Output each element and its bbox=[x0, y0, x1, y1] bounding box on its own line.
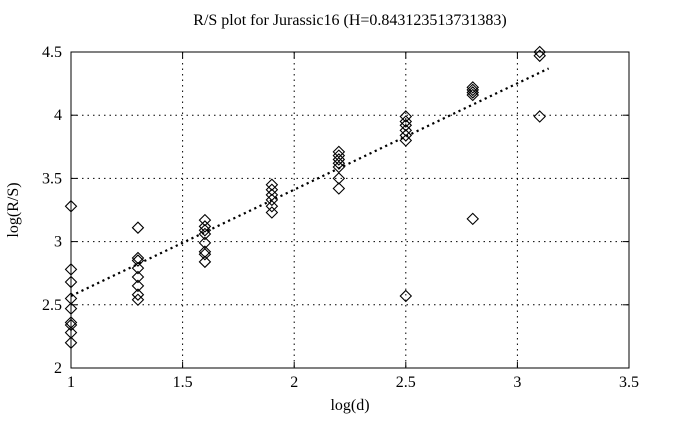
x-tick-label: 2.5 bbox=[396, 374, 416, 391]
y-tick-label: 4 bbox=[54, 107, 62, 124]
data-point-marker bbox=[533, 45, 546, 59]
x-axis-label: log(d) bbox=[330, 397, 369, 414]
data-point-marker bbox=[64, 302, 78, 315]
data-point-marker bbox=[332, 156, 346, 170]
data-point-marker bbox=[64, 263, 78, 276]
data-point-marker bbox=[64, 326, 78, 339]
data-point-marker bbox=[399, 110, 413, 123]
data-point-marker bbox=[265, 199, 279, 213]
data-point-marker bbox=[64, 336, 78, 349]
data-point-marker bbox=[198, 255, 212, 269]
data-point-marker bbox=[198, 245, 212, 258]
data-point-marker bbox=[399, 119, 413, 132]
data-point-marker bbox=[265, 193, 279, 207]
trend-line bbox=[70, 67, 550, 297]
data-point-marker bbox=[265, 178, 279, 191]
data-point-marker bbox=[64, 316, 78, 329]
data-point-marker bbox=[466, 83, 480, 97]
data-point-marker bbox=[64, 275, 78, 289]
data-point-marker bbox=[198, 220, 212, 233]
data-point-marker bbox=[533, 110, 546, 123]
data-point-marker bbox=[265, 183, 279, 197]
x-tick-label: 3 bbox=[513, 374, 521, 391]
x-tick-label: 3.5 bbox=[619, 374, 639, 391]
x-tick-label: 1 bbox=[67, 374, 75, 391]
data-point-marker bbox=[466, 86, 480, 99]
data-point-marker bbox=[399, 129, 413, 142]
data-point-marker bbox=[332, 153, 346, 166]
data-point-marker bbox=[131, 221, 145, 234]
x-tick-label: 1.5 bbox=[173, 374, 193, 391]
data-point-marker bbox=[198, 213, 212, 227]
data-point-marker bbox=[265, 206, 279, 219]
data-point-marker bbox=[131, 261, 145, 275]
y-axis-label: log(R/S) bbox=[5, 182, 22, 237]
data-point-marker bbox=[332, 172, 346, 185]
data-point-marker bbox=[332, 145, 346, 159]
data-point-marker bbox=[64, 318, 78, 332]
y-tick-label: 2.5 bbox=[42, 297, 62, 314]
data-point-marker bbox=[198, 223, 212, 237]
data-points bbox=[64, 45, 546, 349]
data-point-marker bbox=[399, 289, 413, 303]
plot-border bbox=[70, 51, 630, 369]
data-point-marker bbox=[131, 288, 145, 301]
data-point-marker bbox=[198, 227, 212, 241]
data-point-marker bbox=[131, 270, 145, 284]
grid bbox=[71, 52, 629, 368]
data-point-marker bbox=[399, 124, 413, 137]
data-point-marker bbox=[399, 115, 413, 128]
data-point-marker bbox=[64, 199, 78, 213]
data-point-marker bbox=[131, 251, 145, 265]
data-point-marker bbox=[399, 134, 413, 147]
data-point-marker bbox=[332, 149, 346, 162]
y-tick-label: 2 bbox=[54, 360, 62, 377]
data-point-marker bbox=[466, 81, 480, 94]
data-point-marker bbox=[466, 88, 480, 102]
data-point-marker bbox=[533, 49, 546, 63]
data-point-marker bbox=[131, 293, 145, 307]
tick-marks bbox=[70, 51, 630, 369]
y-tick-label: 3.5 bbox=[42, 170, 62, 187]
x-tick-label: 2 bbox=[290, 374, 298, 391]
data-point-marker bbox=[198, 247, 212, 261]
data-point-marker bbox=[131, 279, 145, 293]
data-point-marker bbox=[332, 182, 346, 195]
data-point-marker bbox=[131, 254, 145, 267]
y-tick-label: 3 bbox=[54, 234, 62, 251]
data-point-marker bbox=[64, 292, 78, 305]
y-tick-label: 4.5 bbox=[42, 44, 62, 61]
data-point-marker bbox=[466, 212, 480, 226]
chart-title: R/S plot for Jurassic16 (H=0.84312351373… bbox=[193, 12, 507, 29]
